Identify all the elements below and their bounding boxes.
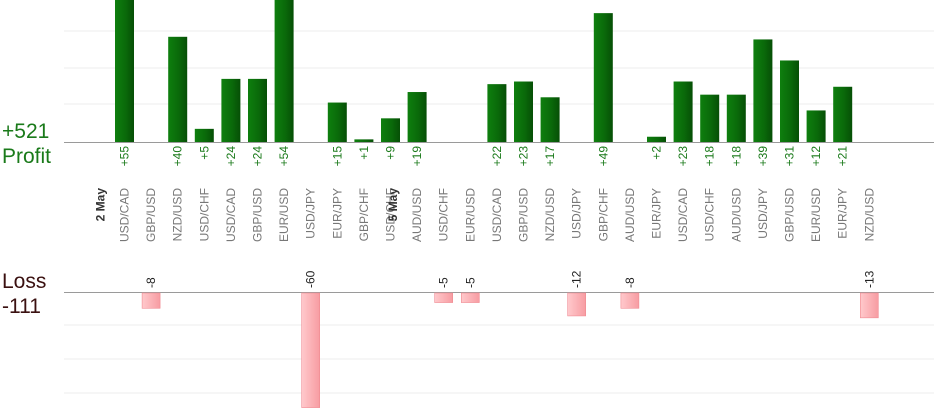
category-label: USD/CAD — [224, 188, 238, 242]
profit-bar — [726, 94, 746, 142]
category-label: EUR/USD — [809, 188, 823, 242]
profit-value-label: +54 — [277, 146, 291, 167]
profit-value-label: +40 — [171, 146, 185, 167]
profit-value-label: +39 — [756, 146, 770, 167]
loss-bar — [301, 292, 321, 408]
category-label: GBP/USD — [144, 188, 158, 242]
profit-bar — [194, 128, 214, 142]
category-label: GBP/USD — [517, 188, 531, 242]
profit-caption: Profit — [2, 145, 51, 168]
profit-value-label: +2 — [650, 146, 664, 160]
profit-bar — [593, 13, 613, 142]
category-label: NZD/USD — [543, 188, 557, 242]
category-label: USD/CHF — [384, 188, 398, 241]
profit-bar — [753, 39, 773, 142]
category-label: EUR/USD — [463, 188, 477, 242]
profit-value-label: +49 — [596, 146, 610, 167]
loss-bar — [460, 292, 480, 303]
profit-value-label: +22 — [490, 146, 504, 167]
loss-value-label: -5 — [437, 277, 451, 288]
date-marker-label: 5 May — [386, 188, 400, 222]
loss-bar — [567, 292, 587, 317]
profit-bar — [673, 81, 693, 142]
profit-bar — [540, 97, 560, 142]
profit-value-label: +31 — [783, 146, 797, 167]
profit-value-label: +21 — [836, 146, 850, 167]
profit-bar — [354, 139, 374, 142]
profit-bar — [780, 60, 799, 142]
category-label: NZD/USD — [862, 188, 876, 242]
loss-total: -111 — [2, 295, 41, 318]
profit-bar — [700, 94, 720, 142]
profit-bar — [647, 136, 666, 142]
profit-bar — [274, 0, 294, 143]
category-label: GBP/CHF — [357, 188, 371, 241]
loss-value-label: -60 — [304, 270, 318, 288]
category-label: GBP/USD — [251, 188, 265, 242]
category-label: USD/CAD — [490, 188, 504, 242]
profit-value-label: +12 — [809, 146, 823, 167]
loss-bar — [859, 292, 879, 319]
profit-bar — [806, 110, 826, 142]
profit-value-label: +15 — [330, 146, 344, 167]
category-label: EUR/USD — [277, 188, 291, 242]
profit-bar — [168, 36, 188, 142]
profit-value-label: +19 — [410, 146, 424, 167]
profit-value-label: +17 — [543, 146, 557, 167]
profit-total: +521 — [2, 120, 49, 143]
loss-bar — [434, 292, 454, 303]
profit-bar — [407, 92, 427, 142]
category-label: EUR/JPY — [330, 188, 344, 239]
category-label: AUD/USD — [410, 188, 424, 242]
profit-bar — [248, 78, 267, 142]
category-label: GBP/USD — [783, 188, 797, 242]
category-label: USD/JPY — [756, 188, 770, 239]
profit-value-label: +24 — [251, 146, 265, 167]
category-label: NZD/USD — [171, 188, 185, 242]
category-label: USD/JPY — [304, 188, 318, 239]
profit-bar — [833, 86, 853, 142]
profit-value-label: +23 — [676, 146, 690, 167]
loss-value-label: -5 — [463, 277, 477, 288]
profit-bar — [115, 0, 134, 142]
loss-bar — [620, 292, 640, 309]
profit-value-label: +5 — [197, 146, 211, 160]
category-label: USD/JPY — [570, 188, 584, 239]
date-marker-label: 2 May — [94, 188, 108, 222]
category-label: AUD/USD — [729, 188, 743, 242]
profit-bar — [327, 102, 347, 142]
category-label: USD/CHF — [437, 188, 451, 241]
category-label: EUR/JPY — [650, 188, 664, 239]
category-label: USD/CHF — [197, 188, 211, 241]
profit-value-label: +24 — [224, 146, 238, 167]
loss-bar — [141, 292, 161, 309]
loss-value-label: -12 — [570, 270, 584, 288]
loss-value-label: -8 — [623, 277, 637, 288]
category-label: AUD/USD — [623, 188, 637, 242]
profit-value-label: +9 — [384, 146, 398, 160]
profit-value-label: +1 — [357, 146, 371, 160]
profit-value-label: +18 — [703, 146, 717, 167]
profit-bar — [487, 84, 507, 142]
category-label: USD/CAD — [676, 188, 690, 242]
profit-value-label: +23 — [517, 146, 531, 167]
category-label: USD/CAD — [118, 188, 132, 242]
loss-caption: Loss — [2, 270, 46, 293]
loss-value-label: -8 — [144, 277, 158, 288]
profit-bar — [514, 81, 533, 142]
profit-bar — [381, 118, 400, 142]
profit-value-label: +18 — [729, 146, 743, 167]
category-label: GBP/CHF — [596, 188, 610, 241]
category-label: EUR/JPY — [836, 188, 850, 239]
category-label: USD/CHF — [703, 188, 717, 241]
profit-bar — [221, 78, 241, 142]
loss-value-label: -13 — [862, 270, 876, 288]
profit-value-label: +55 — [118, 146, 132, 167]
